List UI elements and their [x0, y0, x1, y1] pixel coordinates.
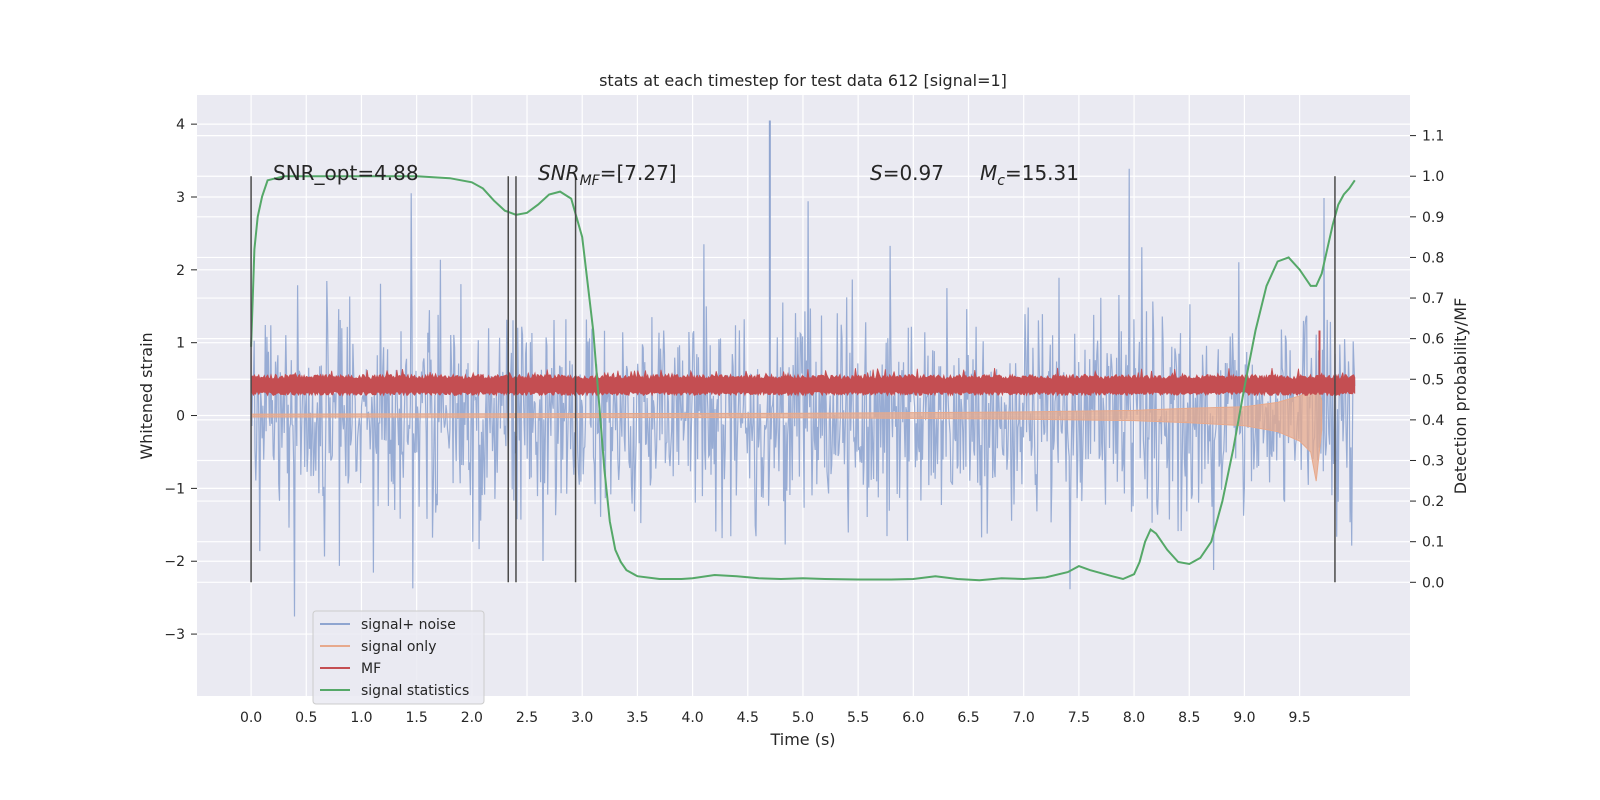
y2-tick-label: 0.2 — [1422, 494, 1444, 510]
x-tick-label: 9.0 — [1233, 710, 1255, 726]
y-tick-label: 3 — [176, 190, 185, 206]
y-tick-label: −3 — [164, 627, 185, 643]
legend: signal+ noise signal only MF signal stat… — [312, 610, 485, 705]
y2-tick-label: 0.8 — [1422, 250, 1444, 266]
y-tick-label: −2 — [164, 554, 185, 570]
y2-tick-label: 1.1 — [1422, 129, 1444, 145]
y2-axis-label: Detection probability/MF — [1451, 298, 1470, 495]
tick-labels: 0.0 0.5 1.0 1.5 2.0 2.5 3.0 3.5 4.0 4.5 5.0 5.5 6.0 6… — [164, 117, 1444, 726]
series-mf — [250, 367, 1356, 397]
x-tick-label: 7.5 — [1068, 710, 1090, 726]
chart-marks — [250, 120, 1356, 617]
y-tick-label: 0 — [176, 409, 185, 425]
y2-tick-label: 0.5 — [1422, 372, 1444, 388]
mc-value: =15.31 — [1005, 161, 1079, 185]
x-tick-label: 2.5 — [516, 710, 538, 726]
y2-tick-label: 1.0 — [1422, 169, 1444, 185]
x-tick-label: 4.5 — [737, 710, 759, 726]
x-tick-label: 3.0 — [571, 710, 593, 726]
y2-tick-label: 0.4 — [1422, 413, 1444, 429]
y2-tick-label: 0.3 — [1422, 453, 1444, 469]
annotation-snr-mf: SNRMF=[7.27] — [538, 161, 677, 189]
snr-mf-subscript: MF — [580, 173, 601, 189]
legend-label-mf: MF — [361, 661, 381, 677]
x-tick-label: 0.0 — [240, 710, 262, 726]
s-value: =0.97 — [883, 161, 944, 185]
x-tick-label: 0.5 — [295, 710, 317, 726]
series-signal-statistics — [250, 175, 1356, 582]
mc-subscript: c — [997, 173, 1005, 189]
annotation-snr-opt: SNR_opt=4.88 — [273, 161, 419, 185]
y-tick-label: −1 — [164, 481, 185, 497]
legend-box — [312, 610, 485, 705]
snr-mf-symbol: SNR — [538, 161, 580, 185]
y-axis-label: Whitened strain — [137, 332, 156, 459]
x-tick-label: 5.5 — [847, 710, 869, 726]
x-tick-label: 5.0 — [792, 710, 814, 726]
legend-label-signal-only: signal only — [361, 639, 436, 655]
chart-title: stats at each timestep for test data 612… — [599, 71, 1007, 90]
x-tick-label: 8.0 — [1123, 710, 1145, 726]
y2-tick-label: 0.6 — [1422, 332, 1444, 348]
y-tick-label: 2 — [176, 263, 185, 279]
y-tick-label: 1 — [176, 336, 185, 352]
annotation-s: S=0.97 — [870, 161, 944, 185]
x-tick-label: 8.5 — [1178, 710, 1200, 726]
x-tick-label: 1.5 — [406, 710, 428, 726]
series-signal-only — [250, 381, 1323, 482]
legend-label-signal-noise: signal+ noise — [361, 617, 456, 633]
x-tick-label: 3.5 — [626, 710, 648, 726]
mc-symbol: M — [980, 161, 997, 185]
x-axis-label: Time (s) — [769, 730, 835, 749]
snr-mf-value: =[7.27] — [600, 161, 677, 185]
s-symbol: S — [870, 161, 883, 185]
x-tick-label: 7.0 — [1013, 710, 1035, 726]
y-tick-label: 4 — [176, 117, 185, 133]
x-tick-label: 9.5 — [1288, 710, 1310, 726]
y2-tick-label: 0.1 — [1422, 535, 1444, 551]
legend-label-signal-statistics: signal statistics — [361, 683, 469, 699]
x-tick-label: 4.0 — [681, 710, 703, 726]
annotation-mc: Mc=15.31 — [980, 161, 1079, 189]
x-tick-label: 1.0 — [350, 710, 372, 726]
y2-tick-label: 0.9 — [1422, 210, 1444, 226]
x-tick-label: 6.0 — [902, 710, 924, 726]
y2-tick-label: 0.7 — [1422, 291, 1444, 307]
x-tick-label: 2.0 — [461, 710, 483, 726]
y2-tick-label: 0.0 — [1422, 575, 1444, 591]
x-tick-label: 6.5 — [957, 710, 979, 726]
